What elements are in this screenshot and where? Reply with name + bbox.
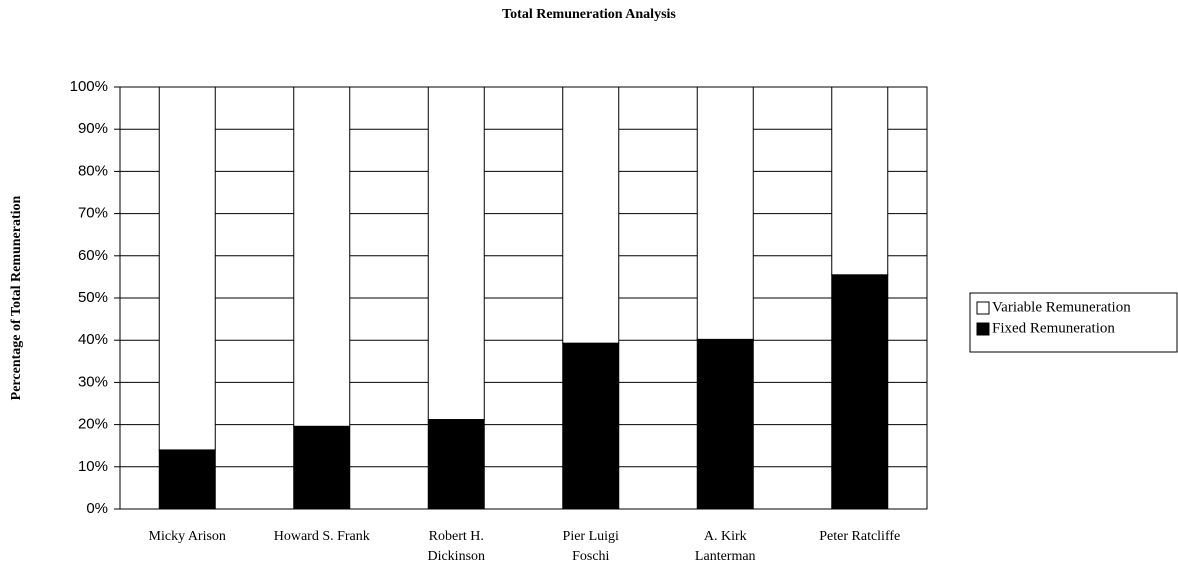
y-tick-label: 20%: [78, 416, 108, 433]
legend-box: [969, 292, 1178, 353]
y-tick-label: 0%: [86, 500, 108, 517]
x-tick-label: A. Kirk Lanterman: [694, 529, 756, 564]
y-tick-label: 10%: [78, 458, 108, 475]
y-tick-label: 30%: [78, 373, 108, 390]
bar-segment: [831, 86, 889, 276]
bar-segment: [562, 342, 620, 510]
y-tick-label: 40%: [78, 331, 108, 348]
legend-swatch: [976, 322, 990, 336]
y-tick-label: 50%: [78, 289, 108, 306]
y-tick-label: 100%: [70, 78, 108, 95]
legend-label: Variable Remuneration: [992, 299, 1131, 315]
bar-segment: [427, 419, 485, 510]
x-tick-label: Peter Ratcliffe: [819, 529, 901, 544]
y-tick-label: 60%: [78, 247, 108, 264]
bar-segment: [427, 86, 485, 421]
bar-segment: [562, 86, 620, 344]
bar-segment: [293, 86, 351, 427]
y-tick-label: 70%: [78, 205, 108, 222]
y-axis-label: Percentage of Total Remuneration: [9, 195, 24, 400]
legend-swatch: [976, 301, 990, 315]
bar-segment: [293, 425, 351, 510]
bar-segment: [696, 86, 754, 340]
bar-segment: [696, 338, 754, 510]
x-tick-label: Micky Arison: [148, 529, 226, 544]
bar-segment: [831, 274, 889, 510]
x-tick-label: Robert H. Dickinson: [427, 529, 486, 564]
legend-label: Fixed Remuneration: [992, 320, 1115, 336]
bar-segment: [158, 449, 216, 510]
y-tick-label: 80%: [78, 162, 108, 179]
y-tick-label: 90%: [78, 120, 108, 137]
x-tick-label: Pier Luigi Foschi: [562, 529, 619, 564]
bar-segment: [158, 86, 216, 451]
chart-title: Total Remuneration Analysis: [502, 7, 676, 22]
x-tick-label: Howard S. Frank: [273, 529, 370, 544]
